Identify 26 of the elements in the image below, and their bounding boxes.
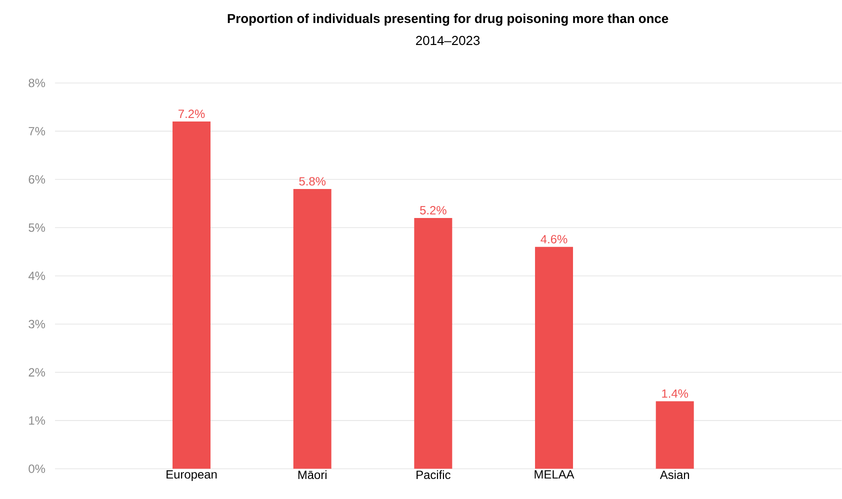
data-label: 7.2%	[178, 110, 205, 118]
chart-title: Proportion of individuals presenting for drug poisoning more than once	[228, 14, 668, 26]
bar	[172, 122, 211, 469]
x-tick-label: Pacific	[416, 470, 450, 480]
data-label: 4.6%	[540, 235, 568, 244]
bar	[535, 247, 574, 469]
x-tick-label: Māori	[298, 470, 326, 480]
data-label: 5.8%	[299, 177, 326, 186]
bar	[656, 401, 694, 469]
y-tick-label: 8%	[28, 78, 46, 88]
y-tick-label: 2%	[28, 368, 46, 377]
y-tick-label: 1%	[29, 416, 46, 425]
bar	[414, 218, 452, 469]
y-tick-label: 6%	[28, 175, 46, 184]
x-tick-label: MELAA	[534, 470, 574, 479]
y-tick-label: 7%	[28, 127, 46, 136]
x-tick-label: Asian	[660, 470, 690, 480]
data-label: 1.4%	[662, 389, 688, 398]
chart-subtitle: 2014–2023	[416, 36, 480, 46]
y-tick-label: 5%	[28, 224, 46, 232]
y-tick-label: 3%	[28, 320, 46, 328]
y-tick-label: 0%	[28, 464, 46, 474]
data-label: 5.2%	[420, 206, 446, 215]
bar	[293, 189, 332, 469]
x-tick-label: European	[166, 470, 217, 482]
y-tick-label: 4%	[28, 272, 46, 280]
